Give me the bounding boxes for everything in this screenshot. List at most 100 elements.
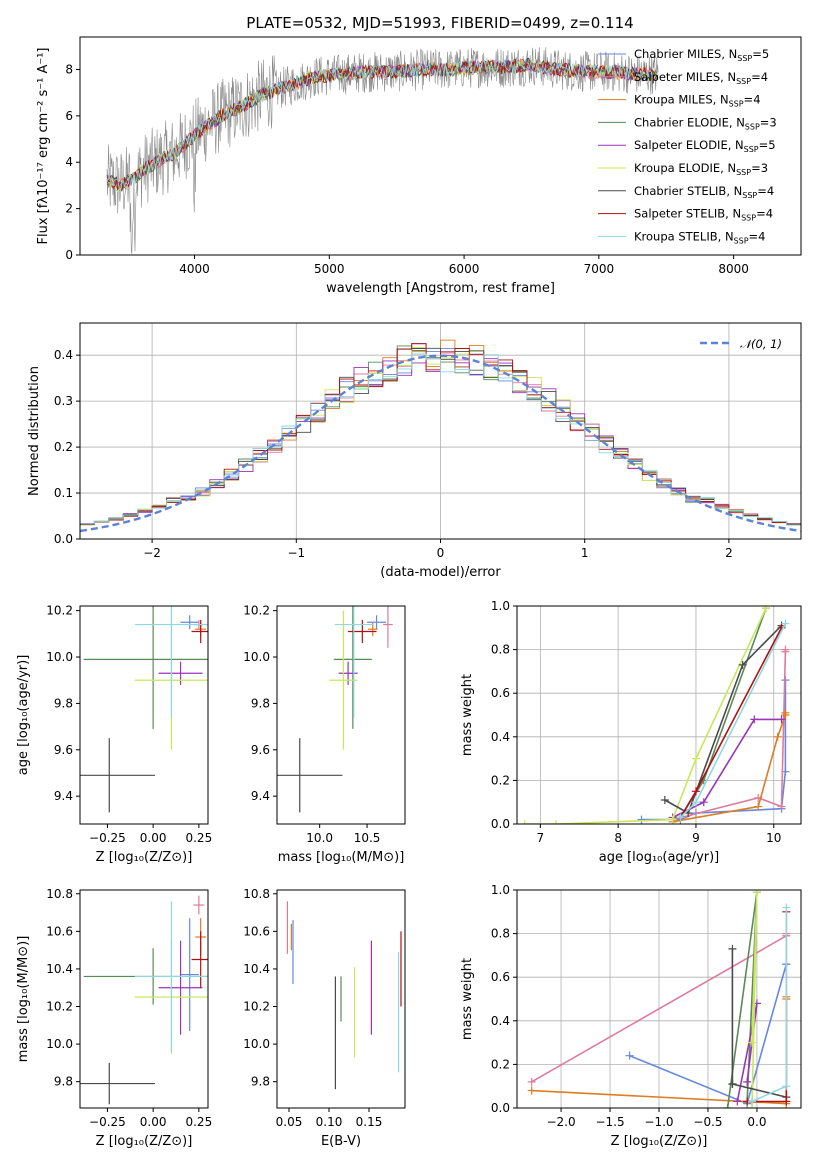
y-tick-label: 0.2 [491,1057,510,1071]
weight-point [748,1097,757,1106]
legend-sub: SSP [744,145,759,154]
legend-eq: = [760,115,770,129]
residuals-plot-area [80,339,801,533]
legend-eq: = [756,207,766,221]
weight-series-chabrier_elodie [679,607,767,818]
x-tick-label: 0.25 [185,831,212,845]
y-tick-label: 10.4 [46,962,73,976]
legend-sub: SSP [734,236,749,245]
y-tick-label: 10.2 [243,604,270,618]
weight-point [743,1077,752,1086]
age_vs_mass-plot-area [277,606,393,813]
y-tick-label: 9.8 [251,1075,270,1089]
x-tick-label: 0.10 [316,1115,343,1129]
x-tick-label: 1 [581,546,589,560]
weight-point [691,754,700,763]
legend-nssp: 4 [761,70,768,84]
legend-nssp: 3 [769,115,776,129]
legend-prefix: N [734,184,743,198]
weight-point [777,802,786,811]
legend-nssp: 4 [767,184,774,198]
x-axis-label: mass [log₁₀(M/M⊙)] [278,850,405,865]
y-tick-label: 0.4 [54,348,73,362]
legend-sub: SSP [742,191,757,200]
weight-point [527,1086,536,1095]
x-axis-label: age [log₁₀(age/yr)] [599,850,720,865]
x-tick-label: −0.25 [89,1115,126,1129]
legend-entry: 𝒩(0, 1) [740,337,782,351]
legend-eq: = [752,47,762,61]
legend-entry: Salpeter ELODIE, NSSP=5 [634,138,776,154]
weight-point [748,1038,757,1047]
y-tick-label: 10.8 [46,887,73,901]
y-tick-label: 0.8 [491,643,510,657]
y-axis-label: mass weight [460,674,475,756]
y-tick-label: 0.2 [54,440,73,454]
legend-sep: , [718,229,725,243]
y-tick-label: 10.0 [46,1037,73,1051]
legend-eq: = [759,138,769,152]
weight-point [699,798,708,807]
age_vs_Z-panel: −0.25 0.00 0.25 9.4 9.6 9.8 10.0 10.2 Z [log₁₀(Z… [16,604,212,865]
legend-sub: SSP [741,214,756,223]
x-axis-label: Z [log₁₀(Z/Z⊙)] [611,1134,708,1149]
residuals-panel: −2 −1 0 1 2 0.0 0.1 0.2 0.3 0.4 (data-model)/error… [27,322,802,580]
spectrum-plot-area [106,47,659,254]
legend-sep: , [720,161,727,175]
x-tick-label: −1 [287,546,305,560]
y-axis-label: age [log₁₀(age/yr)] [16,655,31,776]
legend-prefix: N [735,138,744,152]
weight-point [782,1082,791,1091]
y-tick-label: 0.3 [54,394,73,408]
weight-point [728,944,737,953]
y-tick-label: 10.4 [243,962,270,976]
y-tick-label: 0.6 [491,970,510,984]
legend-eq: = [751,161,761,175]
legend-name: Chabrier STELIB [634,184,726,198]
weight-point [637,815,646,824]
weight-point [691,798,700,807]
legend-sep: , [725,207,732,221]
y-tick-label: 0.0 [491,1101,510,1115]
legend-entry: Salpeter STELIB, NSSP=4 [634,207,773,223]
legend-prefix: N [727,70,736,84]
y-tick-label: 9.4 [54,789,73,803]
legend-name: Kroupa STELIB [634,229,718,243]
legend-prefix: N [725,229,734,243]
legend-eq: = [744,93,754,107]
x-tick-label: 6000 [449,262,480,276]
y-tick-label: 4 [65,155,73,169]
mass_vs_EBV-panel: 0.05 0.10 0.15 9.8 10.0 10.2 10.4 10.6 10.8 E(B-V… [243,887,406,1149]
x-tick-label: −0.5 [693,1115,722,1129]
legend-name: Salpeter MILES [634,70,720,84]
y-tick-label: 9.8 [54,696,73,710]
weight_vs_Z-panel: −2.0 −1.5 −1.0 −0.5 0.0 0.0 0.2 0.4 0.6 0.8 1.0 Z [… [460,883,802,1149]
legend-nssp: 4 [766,207,773,221]
y-tick-label: 10.0 [46,650,73,664]
model-spectrum-line-kroupa_stelib [106,59,659,194]
x-tick-label: 0 [437,546,445,560]
y-tick-label: 9.8 [251,696,270,710]
axes-frame [79,605,209,825]
weight-series-chabrier_stelib [664,625,783,815]
x-tick-label: 10.0 [306,831,333,845]
weight-point [676,813,685,822]
weight-point [551,820,560,824]
x-tick-label: 0.05 [276,1115,303,1129]
legend-name: Kroupa ELODIE [634,161,720,175]
age_vs_mass-panel: 10.0 10.5 9.4 9.6 9.8 10.0 10.2 mass [log₁₀(M/M… [243,604,406,865]
axes-frame [79,36,802,256]
legend-sep: , [713,93,720,107]
weight-point [723,1104,732,1108]
x-tick-label: 7 [537,831,545,845]
x-tick-label: −2.0 [546,1115,575,1129]
weight-point [527,1077,536,1086]
legend-sep: , [729,115,736,129]
y-tick-label: 10.2 [243,1000,270,1014]
legend-nssp: 4 [753,93,760,107]
x-axis-label: Z [log₁₀(Z/Z⊙)] [96,850,193,865]
weight-point [782,903,791,912]
y-tick-label: 9.6 [54,743,73,757]
y-tick-label: 0.0 [491,817,510,831]
normal-reference-curve [80,354,801,533]
